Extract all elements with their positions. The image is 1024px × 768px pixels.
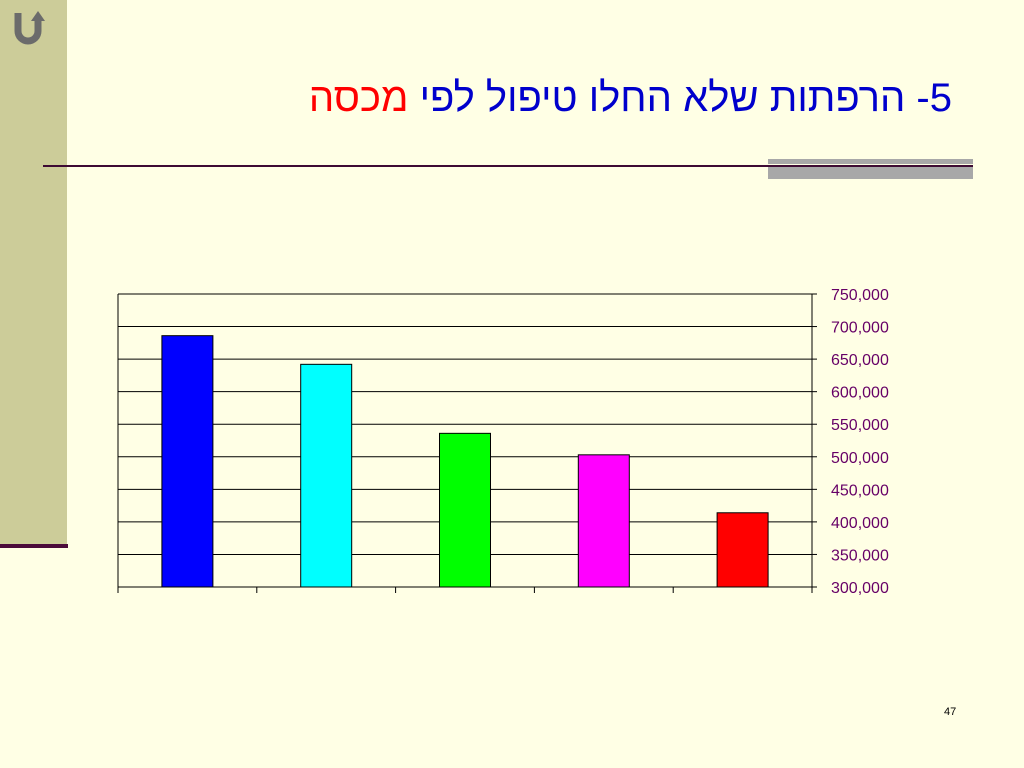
title-gray-bar-bottom	[768, 167, 973, 179]
chart-bars	[161, 335, 769, 588]
chart-axes	[117, 293, 817, 593]
title-accent-text: מכסה	[308, 76, 409, 120]
bar	[439, 432, 491, 588]
y-tick-label: 300,000	[831, 580, 889, 597]
page-number: 47	[944, 706, 957, 718]
y-tick-label: 500,000	[831, 450, 889, 467]
left-band-rule	[0, 544, 68, 548]
y-tick-label: 350,000	[831, 547, 889, 564]
chart-gridlines	[118, 293, 812, 555]
y-tick-label: 650,000	[831, 352, 889, 369]
chart-y-tick-labels: 300,000 350,000 400,000 450,000 500,000 550,0…	[831, 287, 889, 597]
u-turn-back-icon[interactable]	[6, 6, 50, 50]
y-tick-label: 550,000	[831, 417, 889, 434]
y-tick-label: 450,000	[831, 482, 889, 499]
bar	[577, 454, 630, 588]
y-tick-label: 750,000	[831, 287, 889, 304]
bar	[716, 512, 769, 588]
bar	[161, 335, 214, 588]
y-tick-label: 600,000	[831, 385, 889, 402]
y-tick-label: 400,000	[831, 515, 889, 532]
title-underline	[43, 165, 973, 167]
title-gray-bar-top	[768, 159, 973, 164]
title-main-text: 5- הרפתות שלא החלו טיפול לפי	[419, 76, 952, 120]
left-decorative-band	[0, 0, 67, 547]
bar	[300, 363, 353, 588]
slide-title: 5- הרפתות שלא החלו טיפול לפי מכסה	[309, 74, 952, 122]
y-tick-label: 700,000	[831, 320, 889, 337]
